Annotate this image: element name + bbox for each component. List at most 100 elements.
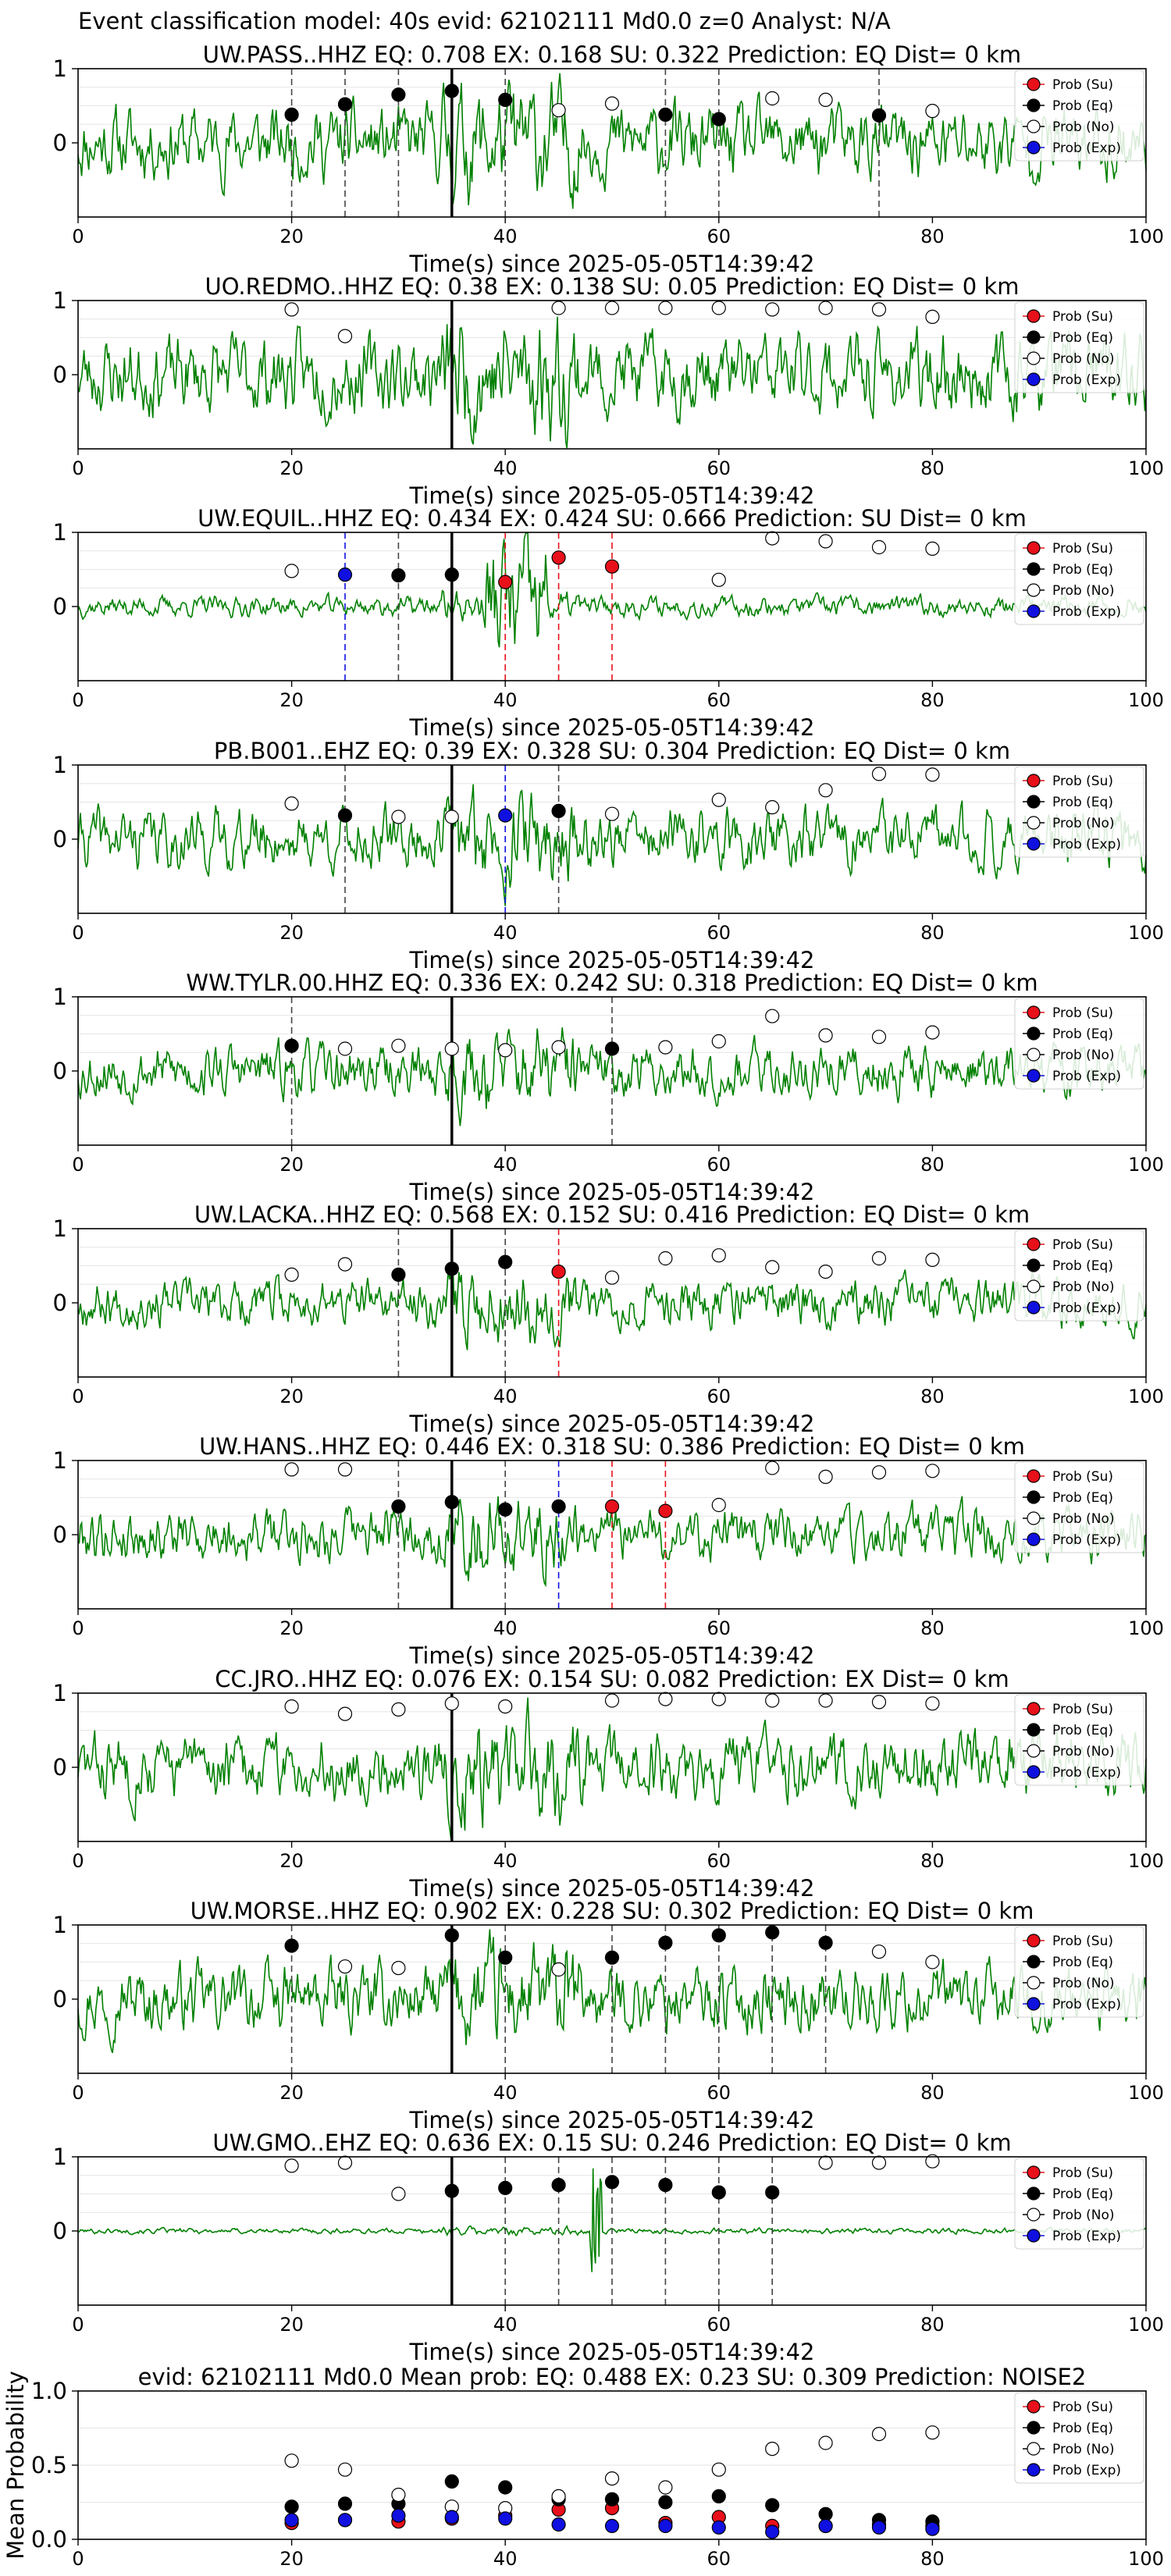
panel-6 <box>72 1460 1147 1615</box>
legend-label: Prob (Exp) <box>1052 1765 1121 1781</box>
prob-point-no <box>871 1465 887 1480</box>
x-tick-label: 40 <box>493 922 518 944</box>
prob-point-eq <box>444 2183 459 2198</box>
x-tick-label: 60 <box>707 1386 731 1407</box>
legend-box <box>1014 998 1144 1090</box>
x-axis-label: Time(s) since 2025-05-05T14:39:42 <box>409 251 815 277</box>
x-tick-label: 40 <box>493 1386 518 1407</box>
prob-point-no <box>337 2155 353 2170</box>
waveform-trace <box>77 316 1147 449</box>
legend-marker-eq <box>1027 1490 1041 1504</box>
legend-label: Prob (Su) <box>1052 1934 1113 1949</box>
legend-label: Prob (Eq) <box>1052 2421 1113 2436</box>
prob-point-no <box>925 1464 940 1478</box>
y-tick-label: 1 <box>53 1215 67 1242</box>
prob-point-eq <box>284 107 299 122</box>
prob-point-no <box>871 1251 887 1266</box>
prob-point-eq <box>391 1499 406 1514</box>
prob-point-eq <box>444 1495 459 1510</box>
prob-point-no <box>871 1695 887 1710</box>
y-tick-label: 0.5 <box>31 2452 67 2478</box>
legend-label: Prob (Exp) <box>1052 372 1121 388</box>
x-tick-label: 0 <box>72 689 84 711</box>
prob-point-eq <box>658 2178 673 2193</box>
prob-point-eq <box>711 112 726 126</box>
legend-label: Prob (Su) <box>1052 2165 1113 2181</box>
x-tick-label: 100 <box>1128 1617 1164 1639</box>
x-tick-label: 80 <box>920 689 945 711</box>
legend-label: Prob (No) <box>1052 351 1115 367</box>
x-tick-label: 40 <box>493 1850 518 1872</box>
legend-label: Prob (Eq) <box>1052 98 1113 114</box>
legend-label: Prob (Exp) <box>1052 1069 1121 1084</box>
legend-marker-exp <box>1027 1997 1041 2011</box>
prob-point-eq <box>658 107 673 122</box>
prob-point-no <box>925 2154 940 2169</box>
y-axis-label: Mean Probability <box>2 2371 29 2560</box>
prob-point-eq <box>871 108 887 123</box>
prob-point-no <box>444 809 459 824</box>
panel-title: UO.REDMO..HHZ EQ: 0.38 EX: 0.138 SU: 0.0… <box>205 273 1020 300</box>
x-tick-label: 0 <box>72 2314 84 2336</box>
x-tick-label: 20 <box>279 2082 304 2104</box>
mean-point-no <box>604 2471 620 2486</box>
prob-point-su <box>551 1264 566 1279</box>
panel-7 <box>72 1692 1147 1848</box>
legend-label: Prob (Exp) <box>1052 837 1121 852</box>
prob-point-no <box>818 1693 833 1708</box>
legend-label: Prob (Exp) <box>1052 2229 1121 2244</box>
legend-label: Prob (Eq) <box>1052 1955 1113 1970</box>
x-axis-label: Time(s) since 2025-05-05T14:39:42 <box>409 1411 815 1437</box>
mean-point-no <box>284 2453 299 2468</box>
legend-marker-eq <box>1027 98 1041 112</box>
prob-point-su <box>604 559 620 574</box>
legend-marker-su <box>1027 1237 1041 1251</box>
mean-point-eq <box>658 2495 673 2510</box>
x-tick-label: 40 <box>493 457 518 479</box>
legend-label: Prob (Exp) <box>1052 141 1121 156</box>
prob-point-no <box>925 1025 940 1040</box>
legend-label: Prob (Eq) <box>1052 795 1113 810</box>
mean-point-no <box>711 2462 726 2477</box>
panel-5 <box>72 1228 1147 1383</box>
legend-marker-eq <box>1027 2186 1041 2201</box>
prob-point-eq <box>444 1928 459 1943</box>
prob-point-eq <box>498 1950 513 1965</box>
mean-point-exp <box>284 2513 299 2528</box>
x-tick-label: 80 <box>920 2314 945 2336</box>
prob-point-no <box>765 91 780 106</box>
x-tick-label: 100 <box>1128 226 1164 247</box>
legend-marker-su <box>1027 1005 1041 1019</box>
prob-point-eq <box>337 97 353 112</box>
y-tick-label: 1 <box>53 984 67 1010</box>
mean-point-exp <box>871 2520 887 2535</box>
x-tick-label: 80 <box>920 457 945 479</box>
legend-label: Prob (Eq) <box>1052 562 1113 578</box>
legend-label: Prob (No) <box>1052 816 1115 831</box>
legend-box <box>1014 69 1144 162</box>
panel-title: UW.MORSE..HHZ EQ: 0.902 EX: 0.228 SU: 0.… <box>190 1898 1034 1924</box>
legend-label: Prob (Su) <box>1052 2400 1113 2415</box>
prob-point-no <box>551 1962 566 1977</box>
legend-box <box>1014 2158 1144 2250</box>
x-axis-label: Time(s) since 2025-05-05T14:39:42 <box>409 1179 815 1205</box>
x-tick-label: 100 <box>1128 2082 1164 2104</box>
legend-box <box>1014 1694 1144 1786</box>
mean-point-exp <box>551 2517 566 2532</box>
y-tick-label: 1 <box>53 55 67 82</box>
x-tick-label: 60 <box>707 226 731 247</box>
x-axis-label: Time(s) since 2025-05-05T14:39:42 <box>409 1642 815 1669</box>
mean-point-no <box>551 2489 566 2503</box>
prob-point-no <box>871 2155 887 2170</box>
x-tick-label: 60 <box>707 922 731 944</box>
mean-point-exp <box>765 2524 780 2539</box>
prob-point-no <box>604 301 620 315</box>
legend-marker-eq <box>1027 562 1041 576</box>
mean-point-exp <box>444 2510 459 2524</box>
legend-marker-exp <box>1027 1069 1041 1083</box>
panel-3 <box>72 764 1147 920</box>
legend-label: Prob (No) <box>1052 2208 1115 2223</box>
prob-point-eq <box>604 1041 620 1056</box>
legend-marker-no <box>1027 119 1041 133</box>
mean-point-no <box>871 2427 887 2442</box>
